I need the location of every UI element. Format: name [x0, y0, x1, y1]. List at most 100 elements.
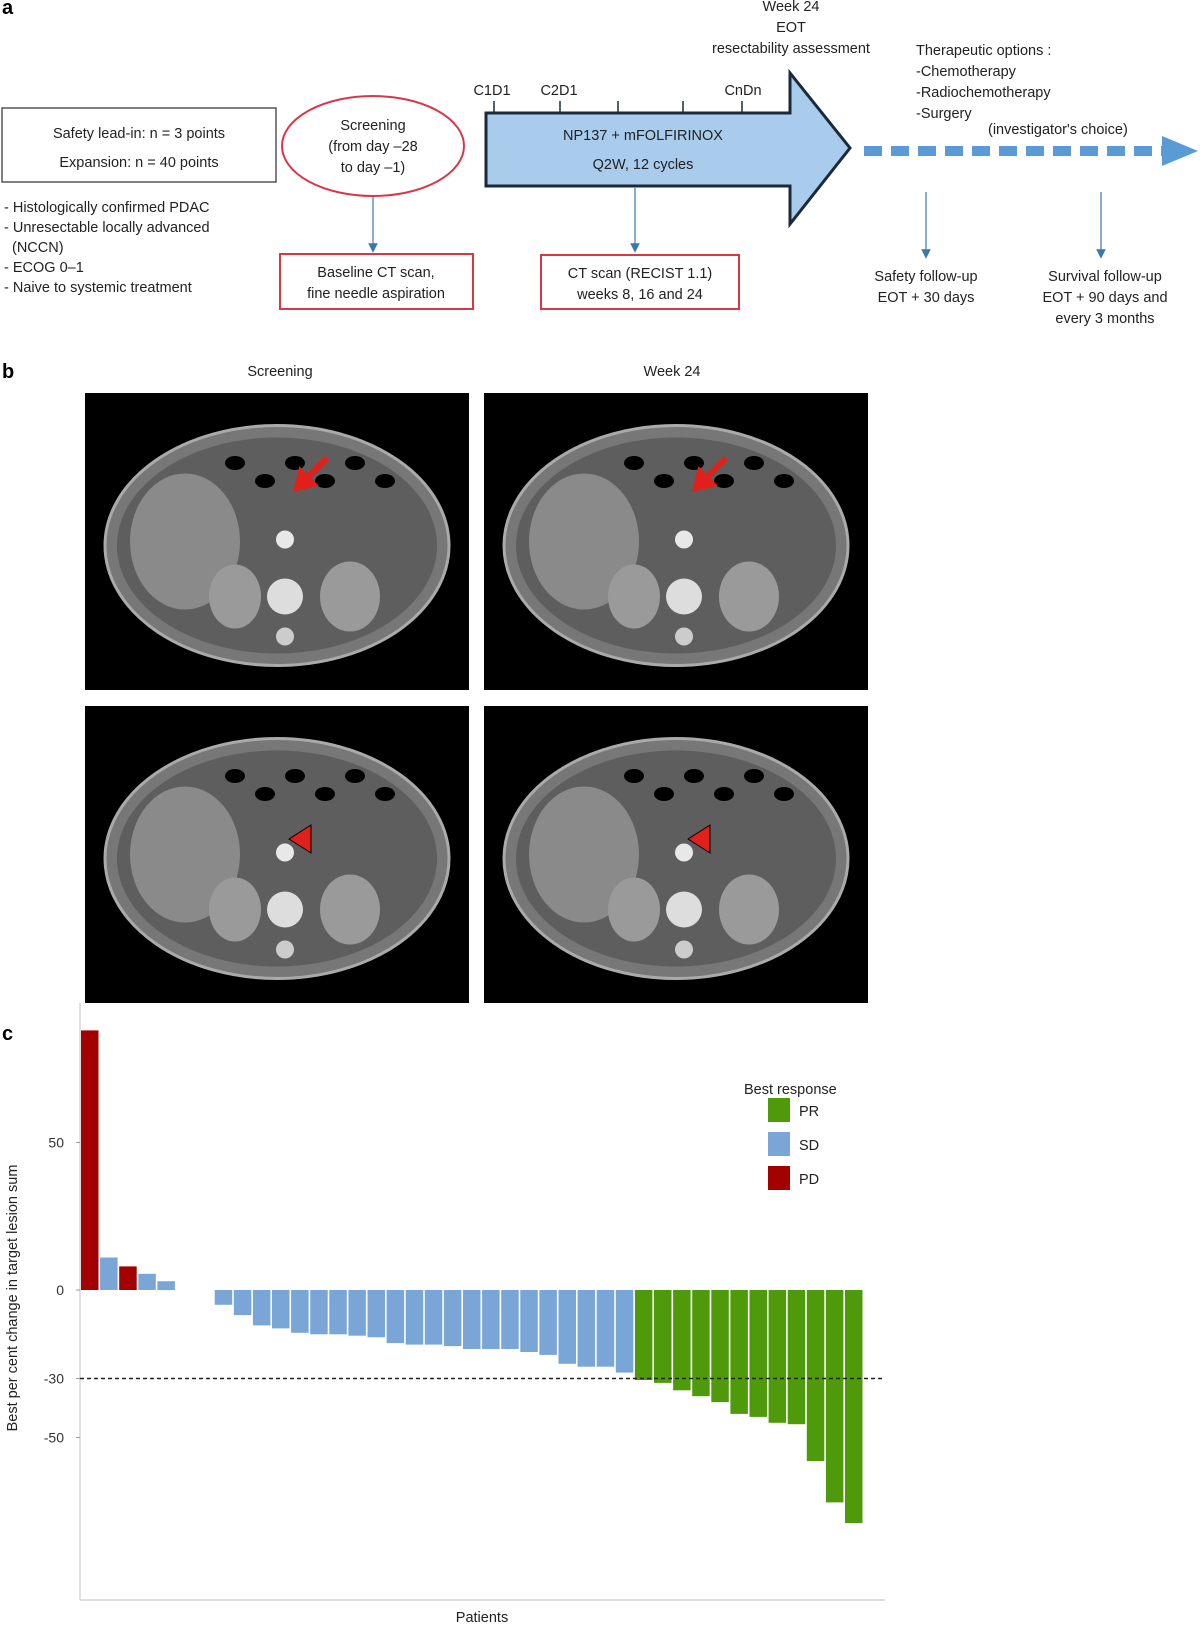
y-tick-label: -30 [44, 1371, 64, 1387]
column-title-week24: Week 24 [644, 364, 701, 380]
ct-image [484, 393, 868, 690]
bar-sd [348, 1290, 366, 1336]
cohort-box: Safety lead-in: n = 3 points Expansion: … [1, 107, 277, 183]
legend-swatch-sd [768, 1132, 790, 1156]
criterion: - ECOG 0–1 [4, 260, 84, 276]
bar-sd [386, 1290, 405, 1344]
survival-followup: EOT + 90 days and [1042, 290, 1167, 306]
red-arrowhead-icon [288, 824, 312, 854]
bar-sd [310, 1290, 328, 1335]
criterion: - Naive to systemic treatment [4, 280, 192, 296]
bar-sd [291, 1290, 309, 1333]
ct-scan-text: weeks 8, 16 and 24 [576, 287, 703, 303]
bar-sd [272, 1290, 290, 1329]
screening-text: to day –1) [341, 160, 406, 176]
bar-pr [634, 1290, 653, 1380]
y-axis-label: Best per cent change in target lesion su… [5, 1165, 21, 1432]
cohort-safety: Safety lead-in: n = 3 points [53, 126, 225, 142]
ct-scan-box: CT scan (RECIST 1.1) weeks 8, 16 and 24 [540, 254, 740, 310]
bar-pr [787, 1290, 806, 1425]
therapeutic-options: Therapeutic options : -Chemotherapy -Rad… [916, 43, 1128, 138]
bar-pr [825, 1290, 844, 1503]
bar-pr [730, 1290, 748, 1414]
therapeutic-text: -Chemotherapy [916, 64, 1017, 80]
bar-pr [749, 1290, 767, 1417]
red-arrow-icon [691, 455, 729, 493]
ct-image [85, 706, 469, 1003]
bar-sd [463, 1290, 481, 1349]
bar-sd [367, 1290, 385, 1338]
cohort-expansion: Expansion: n = 40 points [59, 155, 218, 171]
week24-text: Week 24 [763, 0, 820, 15]
criterion: - Histologically confirmed PDAC [4, 200, 209, 216]
tick-c2d1: C2D1 [540, 83, 577, 99]
treatment-text: NP137 + mFOLFIRINOX [563, 128, 723, 144]
bar-sd [100, 1257, 118, 1290]
week24-text: EOT [776, 20, 806, 36]
bar-sd [558, 1290, 576, 1364]
ct-images [85, 393, 868, 1003]
ct-image [85, 393, 469, 690]
legend-title: Best response [744, 1082, 837, 1098]
bar-sd [501, 1290, 519, 1349]
bar-pd [119, 1266, 137, 1290]
safety-followup: Safety follow-up [874, 269, 977, 285]
y-tick-label: -50 [44, 1430, 64, 1446]
bar-sd [138, 1273, 156, 1290]
survival-followup: every 3 months [1055, 311, 1154, 327]
baseline-text: fine needle aspiration [307, 286, 445, 302]
legend-swatch-pr [768, 1098, 790, 1122]
tick-c1d1: C1D1 [473, 83, 510, 99]
bar-sd [157, 1281, 175, 1291]
bar-sd [329, 1290, 347, 1335]
tick-cndn: CnDn [724, 83, 761, 99]
treatment-arrow: C1D1 C2D1 CnDn NP137 + mFOLFIRINOX Q2W, … [473, 68, 852, 229]
therapeutic-text: -Surgery [916, 106, 972, 122]
bar-sd [443, 1290, 462, 1347]
legend-label-pr: PR [799, 1104, 819, 1120]
bar-pr [654, 1290, 672, 1383]
legend-label-pd: PD [799, 1172, 819, 1188]
column-title-screening: Screening [247, 364, 312, 380]
y-tick-label: 50 [48, 1135, 64, 1151]
bar-sd [482, 1290, 500, 1349]
panel-label-b: b [2, 361, 14, 383]
red-arrowhead-icon [687, 824, 711, 854]
y-tick-label: 0 [56, 1282, 64, 1298]
investigator-choice: (investigator's choice) [988, 122, 1128, 138]
screening-text: (from day –28 [328, 139, 417, 155]
safety-followup: EOT + 30 days [878, 290, 975, 306]
therapeutic-text: Therapeutic options : [916, 43, 1051, 59]
waterfall-chart: 50 0 -30 -50 Patients Best per cent change … [5, 1003, 885, 1626]
bar-sd [233, 1290, 252, 1316]
bar-sd [405, 1290, 424, 1345]
ct-scan-text: CT scan (RECIST 1.1) [568, 266, 713, 282]
week24-label: Week 24 EOT resectability assessment [712, 0, 870, 57]
x-axis-label: Patients [456, 1610, 508, 1626]
survival-followup: Survival follow-up [1048, 269, 1162, 285]
bar-sd [596, 1290, 615, 1367]
bar-pr [711, 1290, 729, 1403]
bar-pd [81, 1030, 99, 1290]
red-arrow-icon [292, 455, 330, 493]
bar-pr [768, 1290, 787, 1423]
bar-pr [692, 1290, 710, 1397]
panel-label-a: a [2, 0, 14, 19]
eligibility-criteria: - Histologically confirmed PDAC - Unrese… [4, 200, 210, 296]
criterion: (NCCN) [12, 240, 64, 256]
bar-pr [673, 1290, 691, 1391]
bar-sd [424, 1290, 443, 1345]
followup-dashed-arrow [864, 136, 1198, 166]
bar-sd [214, 1290, 233, 1305]
bar-sd [520, 1290, 538, 1352]
legend-label-sd: SD [799, 1138, 819, 1154]
bar-sd [615, 1290, 634, 1373]
ct-image [484, 706, 868, 1003]
bar-sd [252, 1290, 271, 1326]
panel-label-c: c [2, 1023, 13, 1045]
therapeutic-text: -Radiochemotherapy [916, 85, 1051, 101]
baseline-text: Baseline CT scan, [317, 265, 434, 281]
bar-pr [845, 1290, 863, 1524]
legend: Best response PR SD PD [744, 1082, 837, 1190]
